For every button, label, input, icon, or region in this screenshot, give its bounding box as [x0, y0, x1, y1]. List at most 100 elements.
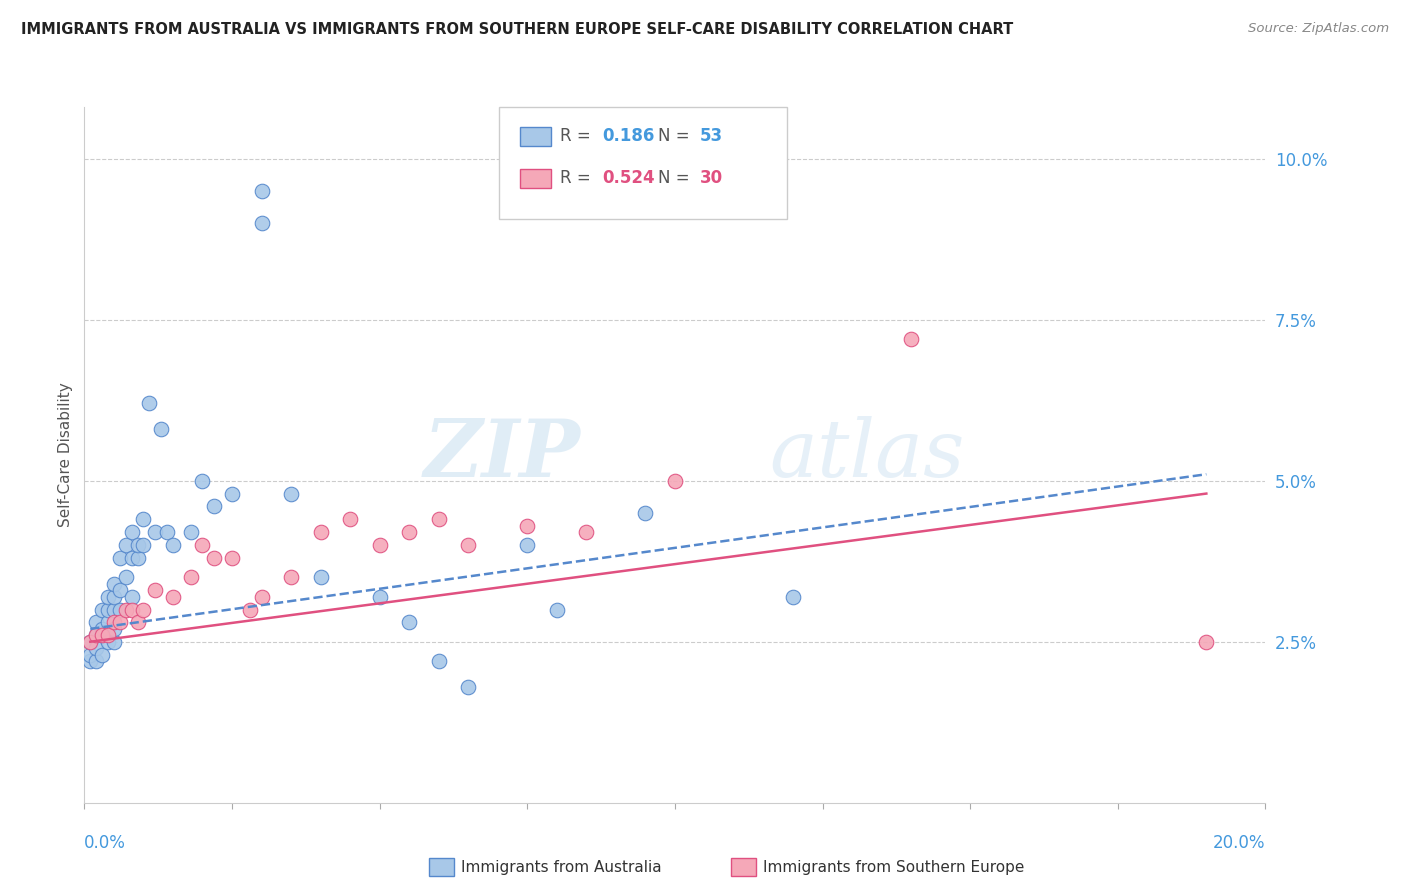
Point: [202, 551, 225, 566]
Point: [84, 615, 107, 630]
Point: [108, 615, 131, 630]
Point: [121, 551, 143, 566]
Text: R =: R =: [560, 128, 596, 145]
Point: [368, 590, 391, 604]
Point: [84, 628, 107, 642]
Text: ZIP: ZIP: [423, 417, 581, 493]
Point: [162, 590, 184, 604]
Point: [108, 583, 131, 598]
Point: [103, 634, 125, 648]
Point: [457, 538, 479, 552]
Point: [114, 538, 136, 552]
Point: [191, 538, 214, 552]
Y-axis label: Self-Care Disability: Self-Care Disability: [58, 383, 73, 527]
Point: [202, 500, 225, 514]
Text: 30: 30: [700, 169, 723, 187]
Point: [114, 570, 136, 584]
Point: [108, 602, 131, 616]
Point: [91, 648, 114, 662]
Text: 20.0%: 20.0%: [1213, 834, 1265, 852]
Point: [121, 525, 143, 540]
Point: [634, 506, 657, 520]
Text: N =: N =: [658, 128, 695, 145]
Point: [250, 590, 273, 604]
Text: 0.186: 0.186: [602, 128, 654, 145]
Point: [309, 570, 332, 584]
Point: [250, 184, 273, 198]
Point: [309, 525, 332, 540]
Text: 0.524: 0.524: [602, 169, 654, 187]
Point: [97, 628, 120, 642]
Point: [79, 634, 101, 648]
Point: [280, 570, 302, 584]
Point: [132, 538, 155, 552]
Text: Immigrants from Southern Europe: Immigrants from Southern Europe: [763, 860, 1025, 874]
Point: [280, 486, 302, 500]
Point: [664, 474, 686, 488]
Point: [84, 628, 107, 642]
Point: [91, 628, 114, 642]
Point: [427, 512, 450, 526]
Point: [156, 525, 179, 540]
Point: [108, 551, 131, 566]
Point: [79, 648, 101, 662]
Point: [138, 396, 160, 410]
Text: atlas: atlas: [769, 417, 965, 493]
Point: [398, 525, 420, 540]
Point: [180, 570, 202, 584]
Point: [103, 615, 125, 630]
Point: [339, 512, 361, 526]
Point: [143, 583, 166, 598]
Text: N =: N =: [658, 169, 695, 187]
Point: [79, 634, 101, 648]
Point: [221, 551, 243, 566]
Point: [97, 602, 120, 616]
Point: [900, 332, 922, 346]
Point: [97, 590, 120, 604]
Point: [162, 538, 184, 552]
Point: [221, 486, 243, 500]
Point: [103, 590, 125, 604]
Point: [546, 602, 568, 616]
Point: [516, 518, 538, 533]
Point: [150, 422, 173, 436]
Point: [398, 615, 420, 630]
Point: [132, 602, 155, 616]
Text: 0.0%: 0.0%: [84, 834, 127, 852]
Point: [97, 615, 120, 630]
Point: [91, 622, 114, 636]
Point: [103, 622, 125, 636]
Text: Source: ZipAtlas.com: Source: ZipAtlas.com: [1249, 22, 1389, 36]
Point: [239, 602, 262, 616]
Point: [127, 615, 149, 630]
Point: [121, 602, 143, 616]
Point: [368, 538, 391, 552]
Point: [427, 654, 450, 668]
Point: [516, 538, 538, 552]
Point: [127, 538, 149, 552]
Point: [97, 634, 120, 648]
Point: [121, 590, 143, 604]
Point: [84, 654, 107, 668]
Text: IMMIGRANTS FROM AUSTRALIA VS IMMIGRANTS FROM SOUTHERN EUROPE SELF-CARE DISABILIT: IMMIGRANTS FROM AUSTRALIA VS IMMIGRANTS …: [21, 22, 1014, 37]
Point: [457, 680, 479, 694]
Text: 53: 53: [700, 128, 723, 145]
Point: [191, 474, 214, 488]
Point: [91, 602, 114, 616]
Point: [91, 628, 114, 642]
Text: Immigrants from Australia: Immigrants from Australia: [461, 860, 662, 874]
Point: [782, 590, 804, 604]
Point: [143, 525, 166, 540]
Point: [127, 551, 149, 566]
Point: [575, 525, 598, 540]
Point: [114, 602, 136, 616]
Point: [132, 512, 155, 526]
Point: [103, 602, 125, 616]
Text: R =: R =: [560, 169, 596, 187]
Point: [1195, 634, 1218, 648]
Point: [84, 641, 107, 656]
Point: [180, 525, 202, 540]
Point: [250, 216, 273, 230]
Point: [79, 654, 101, 668]
Point: [103, 576, 125, 591]
